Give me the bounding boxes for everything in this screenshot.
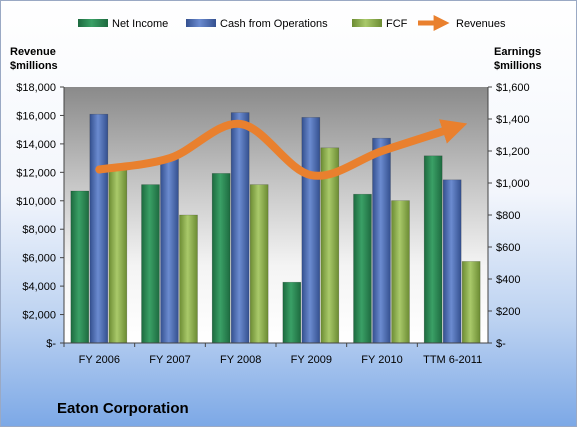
y-right-tick-label: $- [496, 338, 506, 350]
bar-fcf-fy-2006 [109, 169, 127, 343]
bar-fcf-ttm-6-2011 [462, 261, 480, 343]
y-right-axis-title-line2: $millions [494, 60, 542, 72]
bar-cash-from-operations-ttm-6-2011 [443, 180, 461, 343]
x-tick-label-fy-2009: FY 2009 [291, 354, 332, 366]
legend-label-cash-from-operations: Cash from Operations [220, 18, 328, 30]
y-left-tick-label: $- [46, 338, 56, 350]
bar-net-income-fy-2006 [71, 191, 89, 343]
legend-label-fcf: FCF [386, 18, 408, 30]
x-tick-label-fy-2008: FY 2008 [220, 354, 261, 366]
bar-cash-from-operations-fy-2007 [161, 157, 179, 343]
y-right-tick-label: $1,000 [496, 178, 530, 190]
bar-net-income-fy-2010 [354, 194, 372, 343]
y-left-tick-label: $12,000 [16, 167, 56, 179]
y-right-tick-label: $400 [496, 274, 520, 286]
x-tick-label-fy-2010: FY 2010 [361, 354, 402, 366]
y-left-tick-label: $8,000 [22, 224, 56, 236]
bar-net-income-ttm-6-2011 [424, 156, 442, 343]
y-left-tick-label: $2,000 [22, 310, 56, 322]
y-left-tick-label: $14,000 [16, 139, 56, 151]
y-left-axis-title-line2: $millions [10, 60, 58, 72]
y-right-tick-label: $1,200 [496, 146, 530, 158]
legend-label-revenues: Revenues [456, 18, 506, 30]
y-right-tick-label: $1,600 [496, 82, 530, 94]
y-left-tick-label: $4,000 [22, 281, 56, 293]
y-left-tick-label: $10,000 [16, 196, 56, 208]
y-left-tick-label: $6,000 [22, 253, 56, 265]
y-right-tick-label: $600 [496, 242, 520, 254]
x-tick-label-fy-2007: FY 2007 [149, 354, 190, 366]
bar-fcf-fy-2007 [180, 215, 198, 343]
y-left-axis-title-line1: Revenue [10, 46, 56, 58]
x-tick-label-ttm-6-2011: TTM 6-2011 [423, 354, 482, 366]
bar-cash-from-operations-fy-2009 [302, 117, 320, 343]
bar-net-income-fy-2007 [142, 185, 160, 343]
bar-fcf-fy-2010 [392, 201, 410, 343]
bar-cash-from-operations-fy-2006 [90, 114, 108, 343]
bar-cash-from-operations-fy-2008 [231, 113, 249, 343]
y-right-tick-label: $800 [496, 210, 520, 222]
bar-cash-from-operations-fy-2010 [373, 138, 391, 343]
legend-swatch-net-income [78, 19, 108, 27]
y-left-tick-label: $18,000 [16, 82, 56, 94]
y-right-tick-label: $200 [496, 306, 520, 318]
legend-swatch-cash-from-operations [186, 19, 216, 27]
bar-fcf-fy-2008 [250, 185, 268, 343]
bar-net-income-fy-2008 [212, 173, 230, 343]
y-right-tick-label: $1,400 [496, 114, 530, 126]
x-tick-label-fy-2006: FY 2006 [79, 354, 120, 366]
y-left-tick-label: $16,000 [16, 110, 56, 122]
y-right-axis-title-line1: Earnings [494, 46, 541, 58]
legend-swatch-fcf [352, 19, 382, 27]
bar-net-income-fy-2009 [283, 282, 301, 343]
company-title: Eaton Corporation [57, 400, 189, 417]
legend-label-net-income: Net Income [112, 18, 168, 30]
